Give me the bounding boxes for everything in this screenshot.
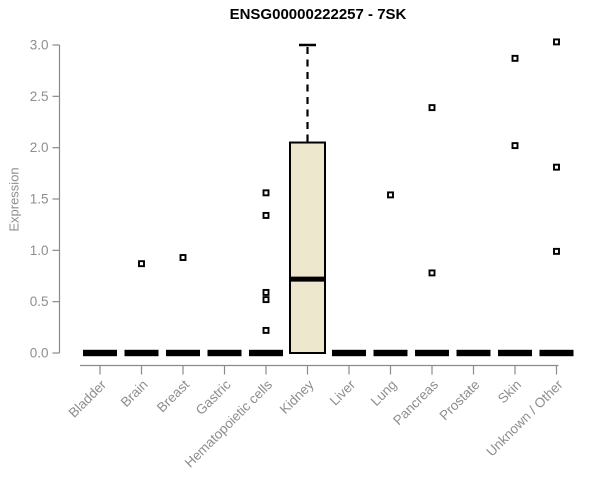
outlier-point-brain — [138, 260, 145, 268]
collapsed-box-liver — [332, 349, 366, 357]
x-tick-label-pancreas: Pancreas — [390, 377, 441, 428]
outlier-point-skin — [511, 54, 519, 62]
collapsed-box-breast — [166, 349, 200, 357]
outlier-point-pancreas — [428, 104, 436, 112]
outlier-point-breast — [179, 254, 187, 261]
y-tick-label: 3.0 — [30, 37, 49, 52]
x-tick-label-breast: Breast — [154, 377, 192, 415]
collapsed-box-skin — [498, 349, 532, 357]
x-tick-label-gastric: Gastric — [193, 377, 234, 418]
y-tick-label: 0.0 — [30, 346, 49, 361]
y-tick-label: 1.0 — [30, 243, 49, 258]
outlier-point-lung — [387, 191, 394, 199]
outlier-point-skin — [511, 142, 519, 150]
x-tick-label-lung: Lung — [368, 377, 400, 409]
outlier-point-unknown-other — [553, 38, 560, 46]
y-tick-label: 0.5 — [30, 294, 49, 309]
outlier-point-unknown-other — [553, 247, 560, 255]
y-tick-label: 2.5 — [30, 89, 49, 104]
collapsed-box-prostate — [456, 349, 491, 357]
collapsed-box-lung — [373, 349, 408, 357]
x-tick-label-liver: Liver — [327, 377, 359, 409]
x-tick-label-prostate: Prostate — [436, 377, 482, 423]
outlier-point-pancreas — [428, 269, 436, 277]
collapsed-box-gastric — [207, 349, 242, 357]
collapsed-box-bladder — [83, 349, 117, 357]
collapsed-box-hematopoietic-cells — [249, 349, 283, 357]
outlier-point-hematopoietic-cells — [262, 189, 270, 197]
y-tick-label: 2.0 — [30, 140, 49, 155]
x-tick-label-skin: Skin — [495, 377, 524, 406]
x-tick-label-kidney: Kidney — [277, 377, 317, 417]
y-tick-label: 1.5 — [30, 191, 49, 206]
x-tick-label-brain: Brain — [118, 377, 151, 410]
outlier-point-hematopoietic-cells — [262, 326, 270, 334]
collapsed-box-brain — [124, 349, 159, 357]
outlier-point-hematopoietic-cells — [262, 288, 270, 296]
box-kidney — [289, 141, 326, 354]
collapsed-box-pancreas — [415, 349, 449, 357]
x-tick-label-unknown-other: Unknown / Other — [483, 377, 566, 460]
x-tick-label-bladder: Bladder — [66, 377, 110, 421]
outlier-point-hematopoietic-cells — [262, 211, 270, 219]
collapsed-box-unknown-other — [539, 349, 574, 357]
chart-title: ENSG00000222257 - 7SK — [229, 6, 407, 23]
outlier-point-unknown-other — [553, 163, 560, 171]
outlier-point-hematopoietic-cells — [262, 296, 270, 304]
